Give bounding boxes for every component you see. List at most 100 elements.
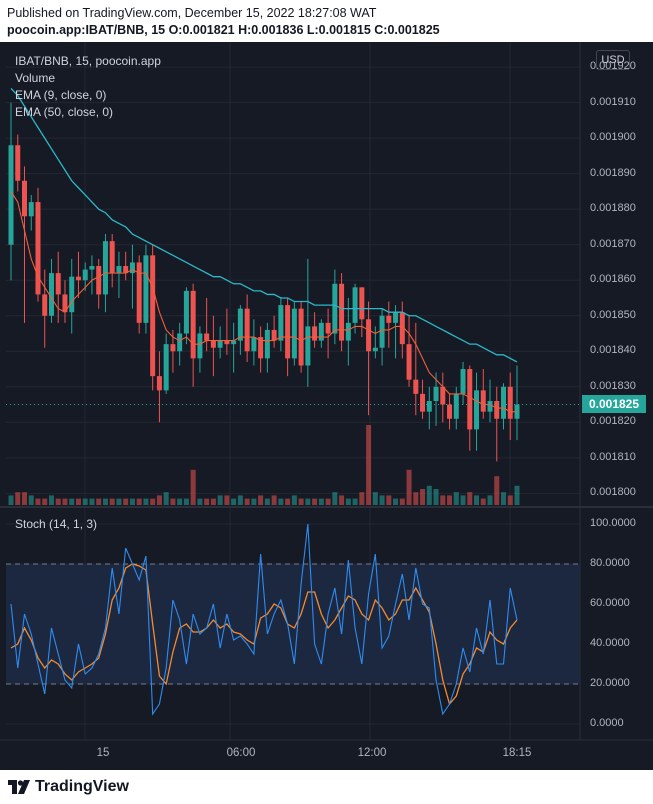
candle-body	[136, 262, 142, 323]
candle-body	[332, 283, 338, 334]
volume-bar	[440, 495, 446, 505]
volume-bar	[204, 498, 210, 505]
volume-bar	[35, 498, 41, 505]
candle-body	[440, 386, 446, 405]
candle-body	[258, 337, 264, 359]
stoch-band	[6, 564, 580, 684]
volume-bar	[359, 492, 365, 505]
volume-bar	[116, 498, 122, 505]
volume-bar	[291, 495, 297, 505]
candle-body	[352, 287, 358, 323]
legend-volume: Volume	[15, 71, 56, 85]
volume-bar	[514, 485, 520, 505]
price-tick-label: 0.001890	[590, 166, 636, 179]
price-tick-label: 0.001860	[590, 273, 636, 286]
volume-bar	[278, 498, 284, 505]
price-tick-label: 0.001820	[590, 415, 636, 428]
volume-bar	[21, 492, 27, 505]
candle-body	[494, 400, 500, 419]
candle-body	[197, 333, 203, 359]
ema50-line	[10, 87, 518, 363]
volume-bar	[42, 498, 48, 505]
legend-symbol: IBAT/BNB, 15, poocoin.app	[15, 54, 161, 68]
stoch-tick-label: 100.0000	[590, 517, 636, 529]
candle-body	[366, 319, 372, 352]
price-tick-label: 0.001880	[590, 202, 636, 215]
stoch-tick-label: 80.0000	[590, 557, 630, 569]
volume-bar	[170, 498, 176, 505]
candle-body	[210, 340, 216, 348]
candle-body	[251, 337, 257, 352]
volume-bar	[426, 485, 432, 505]
volume-bar	[399, 498, 405, 505]
volume-bar	[494, 476, 500, 505]
volume-bar	[312, 498, 318, 505]
volume-bar	[183, 498, 189, 505]
volume-bar	[332, 492, 338, 505]
candle-body	[393, 312, 399, 323]
volume-bar	[393, 498, 399, 505]
candle-body	[123, 266, 129, 274]
candle-body	[69, 276, 75, 313]
stoch-tick-label: 20.0000	[590, 677, 630, 689]
volume-bar	[102, 498, 108, 505]
price-tick-label: 0.001910	[590, 95, 636, 108]
chart-canvas[interactable]	[0, 42, 653, 770]
candle-body	[420, 393, 426, 412]
legend-ema50: EMA (50, close, 0)	[15, 105, 114, 119]
currency-button[interactable]: USD	[596, 50, 630, 70]
candle-body	[177, 333, 183, 352]
candle-body	[467, 369, 473, 430]
candle-body	[413, 379, 419, 394]
chart-frame[interactable]	[0, 42, 653, 770]
candle-body	[82, 269, 88, 281]
volume-bar	[406, 469, 412, 505]
candle-body	[345, 322, 351, 341]
candle-body	[372, 347, 378, 352]
current-price-label: 0.001825	[582, 395, 646, 413]
stoch-tick-label: 0.0000	[590, 717, 624, 729]
candle-body	[190, 290, 196, 359]
candle-body	[264, 329, 270, 359]
candle-body	[507, 386, 513, 419]
volume-bar	[231, 498, 237, 505]
volume-bar	[345, 498, 351, 505]
stoch-tick-label: 40.0000	[590, 637, 630, 649]
candle-body	[217, 340, 223, 348]
candle-body	[433, 386, 439, 401]
price-tick-label: 0.001800	[590, 486, 636, 499]
volume-bar	[55, 498, 61, 505]
candle-body	[406, 344, 412, 380]
volume-bar	[177, 498, 183, 505]
tradingview-brand: TradingView	[35, 778, 129, 795]
candle-body	[501, 386, 507, 419]
volume-bar	[433, 489, 439, 505]
candle-body	[305, 326, 311, 366]
candle-body	[35, 202, 41, 295]
candle-body	[150, 255, 156, 377]
tradingview-logo[interactable]: TradingView	[8, 778, 129, 796]
volume-bar	[15, 492, 21, 505]
volume-bar	[467, 492, 473, 505]
volume-bar	[298, 498, 304, 505]
volume-bar	[197, 498, 203, 505]
candle-body	[204, 333, 210, 341]
candle-body	[224, 340, 230, 345]
price-tick-label: 0.001900	[590, 131, 636, 144]
candle-body	[42, 294, 48, 316]
candle-body	[426, 400, 432, 412]
header: Published on TradingView.com, December 1…	[0, 0, 653, 42]
price-tick-label: 0.001920	[590, 60, 636, 73]
candle-body	[447, 404, 453, 419]
volume-bar	[339, 495, 345, 505]
candle-body	[271, 329, 277, 341]
volume-bar	[366, 425, 372, 505]
volume-bar	[386, 495, 392, 505]
candle-body	[96, 266, 102, 295]
volume-bar	[325, 498, 331, 505]
volume-bar	[251, 498, 257, 505]
volume-bar	[460, 495, 466, 505]
candle-body	[285, 305, 291, 359]
volume-bar	[453, 492, 459, 505]
time-tick-label: 15	[96, 747, 110, 759]
